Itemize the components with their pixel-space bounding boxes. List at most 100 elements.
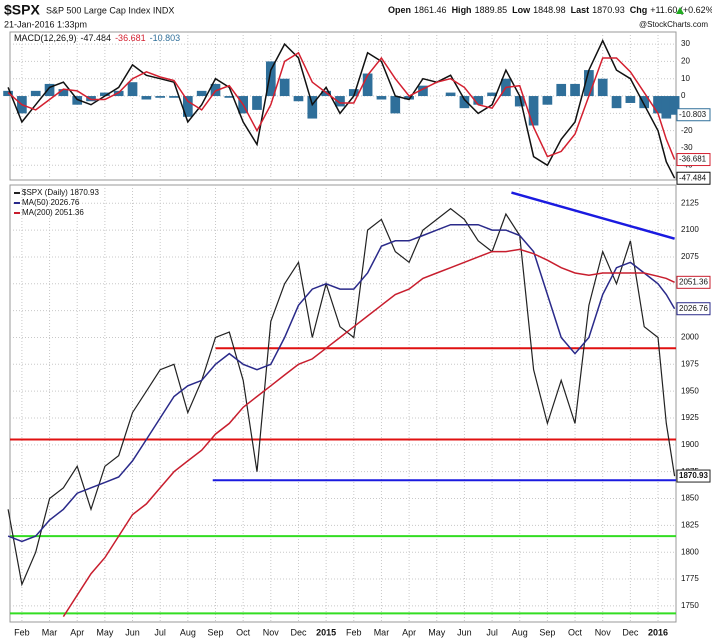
quote-label: Low	[512, 5, 531, 15]
histogram-bar	[418, 85, 428, 97]
x-tick-label: Apr	[70, 627, 84, 637]
series-line	[7, 38, 676, 179]
histogram-bar	[224, 96, 235, 98]
x-tick-label: 2015	[316, 627, 336, 637]
macd-legend: MACD(12,26,9) -47.484 -36.681 -10.803	[14, 33, 180, 43]
x-tick-label: 2016	[648, 627, 668, 637]
y-tick-label: 30	[681, 39, 690, 48]
histogram-bar	[293, 96, 304, 102]
histogram-bar	[169, 96, 179, 98]
histogram-bar	[376, 96, 387, 100]
series-line	[7, 223, 676, 543]
quote-label: Last	[571, 5, 590, 15]
quote-value: 1889.85	[475, 5, 508, 15]
quote-label: High	[452, 5, 472, 15]
quote-label: Chg	[630, 5, 648, 15]
histogram-bar	[487, 92, 497, 97]
histogram-bar	[514, 96, 525, 107]
last-value-box	[676, 302, 711, 316]
histogram-bar	[556, 83, 567, 97]
histogram-bar	[542, 96, 553, 105]
x-tick-label: May	[428, 627, 446, 637]
quote-value: 1861.46	[414, 5, 447, 15]
histogram-bar	[584, 70, 594, 97]
price-panel	[9, 184, 677, 623]
y-tick-label: 1900	[681, 440, 699, 449]
legend-entry: MA(50) 2026.76	[22, 198, 80, 207]
last-value-label: 1870.93	[679, 471, 708, 480]
histogram-bar	[307, 96, 318, 119]
last-value-box	[676, 469, 711, 483]
x-tick-label: Feb	[346, 627, 362, 637]
y-tick-label: 10	[681, 74, 690, 83]
histogram-bar	[210, 83, 221, 97]
y-tick-label: 2100	[681, 225, 699, 234]
histogram-bar	[279, 78, 290, 97]
histogram-bar	[113, 90, 124, 97]
x-tick-label: Mar	[374, 627, 390, 637]
x-tick-label: Aug	[512, 627, 528, 637]
quote-value: 1870.93	[592, 5, 625, 15]
last-value-label: -36.681	[679, 155, 707, 164]
histogram-bar	[669, 96, 680, 115]
x-tick-label: Sep	[207, 627, 223, 637]
histogram-bar	[30, 90, 41, 97]
histogram-bar	[661, 96, 672, 119]
last-value-box	[676, 275, 711, 289]
y-tick-label: 1950	[681, 386, 699, 395]
up-arrow	[676, 7, 684, 14]
last-value-label: 2051.36	[679, 277, 708, 286]
legend-value: -10.803	[150, 33, 181, 43]
histogram-bar	[362, 73, 373, 97]
x-tick-label: Mar	[42, 627, 58, 637]
histogram-bar	[528, 96, 539, 126]
quote-label: Open	[388, 5, 411, 15]
last-value-box	[676, 108, 711, 122]
y-tick-label: 2000	[681, 333, 699, 342]
y-tick-label: -20	[681, 126, 693, 135]
legend-value: -36.681	[115, 33, 146, 43]
y-tick-label: 2075	[681, 252, 699, 261]
y-tick-label: 1825	[681, 520, 699, 529]
histogram-bar	[404, 96, 414, 100]
y-tick-label: 1800	[681, 547, 699, 556]
histogram-bar	[390, 96, 401, 114]
y-tick-label: 1775	[681, 574, 699, 583]
symbol: $SPX	[4, 2, 40, 18]
x-tick-label: Dec	[290, 627, 307, 637]
histogram-bar	[141, 96, 152, 100]
x-tick-label: Nov	[595, 627, 612, 637]
date: 21-Jan-2016 1:33pm	[4, 19, 87, 29]
series-line	[7, 51, 676, 160]
credit: @StockCharts.com	[639, 20, 708, 29]
trend-line	[511, 191, 675, 240]
histogram-bar	[348, 89, 359, 97]
x-tick-label: Apr	[402, 627, 416, 637]
histogram-bar	[58, 89, 69, 97]
histogram-bar	[597, 78, 608, 97]
histogram-bar	[639, 96, 650, 109]
histogram-bar	[72, 96, 83, 105]
histogram-bar	[265, 61, 276, 97]
histogram-bar	[100, 92, 110, 97]
x-tick-label: Dec	[622, 627, 639, 637]
x-tick-label: Aug	[180, 627, 196, 637]
quote: Open 1861.46 High 1889.85 Low 1848.98 Last 1870…	[388, 5, 712, 15]
y-tick-label: 2125	[681, 198, 699, 207]
histogram-bar	[127, 82, 138, 97]
y-tick-label: -30	[681, 143, 693, 152]
histogram-bar	[182, 96, 193, 117]
y-tick-label: 1750	[681, 601, 699, 610]
y-tick-label: 1925	[681, 413, 699, 422]
x-tick-label: Feb	[14, 627, 30, 637]
x-tick-label: Jul	[486, 627, 498, 637]
x-tick-label: Jul	[154, 627, 166, 637]
series-line	[62, 248, 675, 618]
y-tick-label: 0	[681, 91, 686, 100]
x-tick-label: Jun	[125, 627, 140, 637]
x-tick-label: Sep	[539, 627, 555, 637]
histogram-bar	[611, 96, 622, 109]
x-tick-label: Nov	[263, 627, 280, 637]
histogram-bar	[196, 90, 207, 97]
